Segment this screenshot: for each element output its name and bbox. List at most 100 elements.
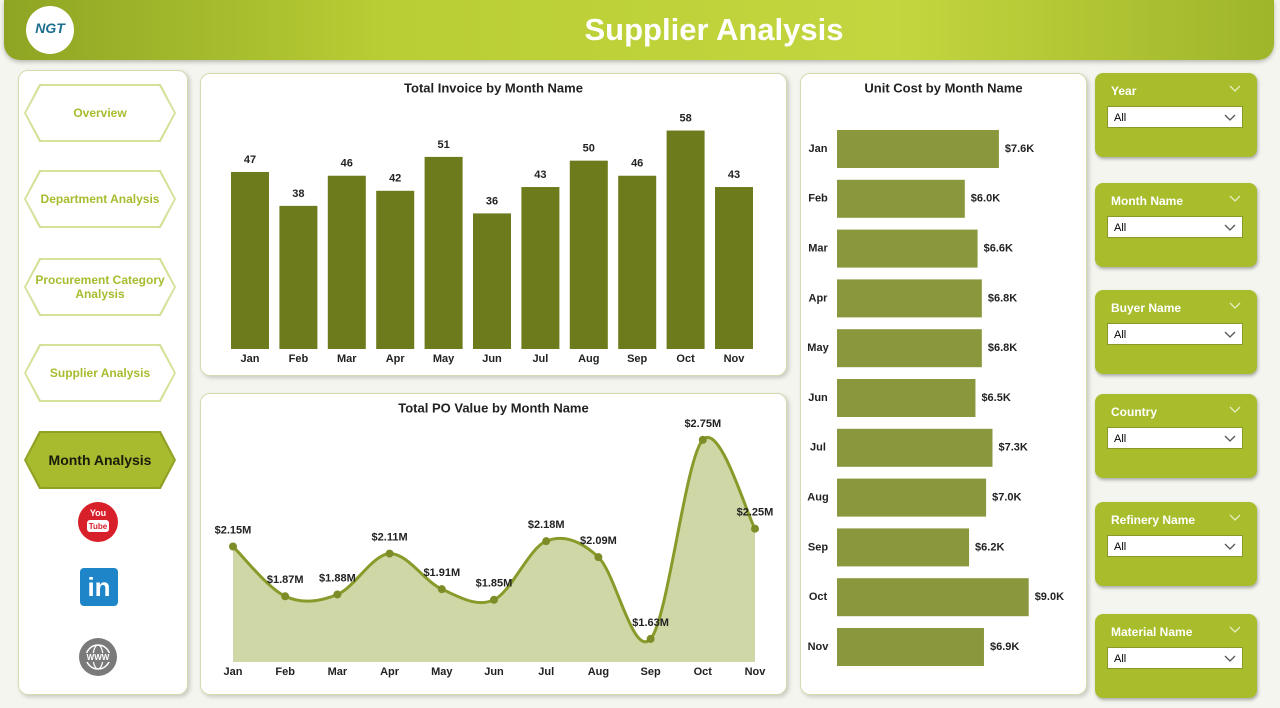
chevron	[1224, 655, 1236, 662]
x-tick-label: Jan	[224, 666, 243, 678]
filter-dropdown[interactable]: All	[1107, 216, 1243, 238]
bar	[837, 130, 999, 168]
chart: Unit Cost by Month Name $7.6K Jan $6.0K Feb $…	[807, 80, 1064, 666]
nav-button[interactable]: Department Analysis	[24, 170, 176, 228]
chart-title: Total Invoice by Month Name	[404, 80, 583, 95]
linkedin-icon[interactable]	[80, 568, 118, 606]
bar	[837, 528, 970, 567]
x-tick-label: Feb	[275, 666, 295, 678]
x-tick-label: Aug	[588, 666, 609, 678]
point	[281, 592, 290, 601]
data-label: 51	[437, 139, 449, 151]
filter-dropdown[interactable]: All	[1107, 106, 1243, 128]
chevron	[1229, 626, 1241, 633]
point	[385, 549, 394, 558]
bar	[376, 190, 415, 349]
data-label: $1.85M	[476, 578, 513, 590]
filter-card: Month Name All	[1095, 183, 1257, 267]
chevron	[1224, 114, 1236, 121]
nav-button[interactable]: Overview	[24, 84, 176, 142]
x-tick-label: Jan	[241, 353, 260, 365]
point	[333, 590, 342, 599]
data-label: $2.09M	[580, 535, 617, 547]
chevron	[1229, 302, 1241, 309]
data-label: 42	[389, 173, 401, 185]
point	[751, 524, 759, 533]
filter-label: Material Name	[1111, 625, 1193, 639]
x-tick-label: Jul	[538, 666, 554, 678]
nav-button[interactable]: Month Analysis	[24, 431, 176, 489]
nav-button[interactable]: Supplier Analysis	[24, 344, 176, 402]
filter-card: Refinery Name All	[1095, 502, 1257, 586]
y-tick-label: Sep	[808, 541, 828, 553]
filter-dropdown[interactable]: All	[1107, 535, 1243, 557]
bar	[521, 187, 560, 349]
bar	[618, 175, 657, 349]
data-label: $6.2K	[975, 541, 1004, 553]
bar	[715, 187, 753, 349]
x-tick-label: Nov	[724, 353, 746, 365]
point	[437, 585, 446, 594]
x-tick-label: Jul	[532, 353, 548, 365]
point	[594, 553, 603, 562]
filter-label: Country	[1111, 405, 1157, 419]
nav-button[interactable]: Procurement Category Analysis	[24, 258, 176, 316]
y-tick-label: Oct	[809, 591, 828, 603]
youtube-text: Tube	[89, 522, 108, 531]
bar	[837, 229, 978, 268]
chart: Total PO Value by Month Name $2.15M Jan $1.…	[215, 400, 774, 678]
data-label: 47	[244, 154, 256, 166]
y-tick-label: Nov	[808, 641, 830, 653]
bar	[327, 175, 366, 349]
filter-label: Year	[1111, 84, 1137, 98]
bar	[837, 279, 982, 318]
nav-label: Month Analysis	[26, 433, 174, 487]
linkedin-text: in	[87, 572, 110, 602]
chart-panel: Unit Cost by Month Name $7.6K Jan $6.0K Feb $…	[800, 73, 1087, 695]
filter-label: Month Name	[1111, 194, 1183, 208]
youtube-box	[87, 520, 109, 532]
point	[542, 537, 551, 546]
data-label: $2.25M	[737, 507, 774, 519]
chevron	[1229, 514, 1241, 521]
data-label: $1.63M	[632, 617, 669, 629]
data-label: $2.75M	[684, 418, 721, 430]
bar	[569, 160, 608, 349]
web-band	[84, 653, 112, 662]
bar	[424, 156, 463, 349]
bar	[279, 205, 318, 349]
filter-card: Country All	[1095, 394, 1257, 478]
nav-label: Supplier Analysis	[26, 346, 174, 400]
filter-dropdown[interactable]: All	[1107, 323, 1243, 345]
bar	[837, 329, 982, 368]
bar	[837, 628, 984, 666]
bar	[231, 171, 269, 349]
point	[646, 634, 655, 643]
data-label: 58	[679, 112, 691, 124]
filter-dropdown[interactable]: All	[1107, 427, 1243, 449]
bar	[837, 179, 965, 218]
chevron	[1229, 195, 1241, 202]
x-tick-label: Apr	[386, 353, 406, 365]
data-label: $6.9K	[990, 641, 1019, 653]
data-label: 46	[341, 158, 353, 170]
y-tick-label: Jul	[810, 442, 826, 454]
chevron	[1224, 543, 1236, 550]
filter-dropdown[interactable]: All	[1107, 647, 1243, 669]
page-title: Supplier Analysis	[584, 12, 844, 47]
chart-title: Unit Cost by Month Name	[864, 80, 1022, 95]
data-label: 36	[486, 195, 498, 207]
data-label: $2.18M	[528, 519, 565, 531]
data-label: $6.0K	[971, 193, 1000, 205]
y-tick-label: Jun	[808, 392, 828, 404]
data-label: 38	[292, 188, 304, 200]
chevron	[1229, 85, 1241, 92]
area	[233, 437, 755, 662]
y-tick-label: Feb	[808, 193, 828, 205]
filter-label: Buyer Name	[1111, 301, 1182, 315]
data-label: $7.3K	[998, 442, 1027, 454]
data-label: $1.88M	[319, 572, 356, 584]
data-label: $6.6K	[984, 243, 1013, 255]
web-text: WWW	[87, 653, 110, 662]
